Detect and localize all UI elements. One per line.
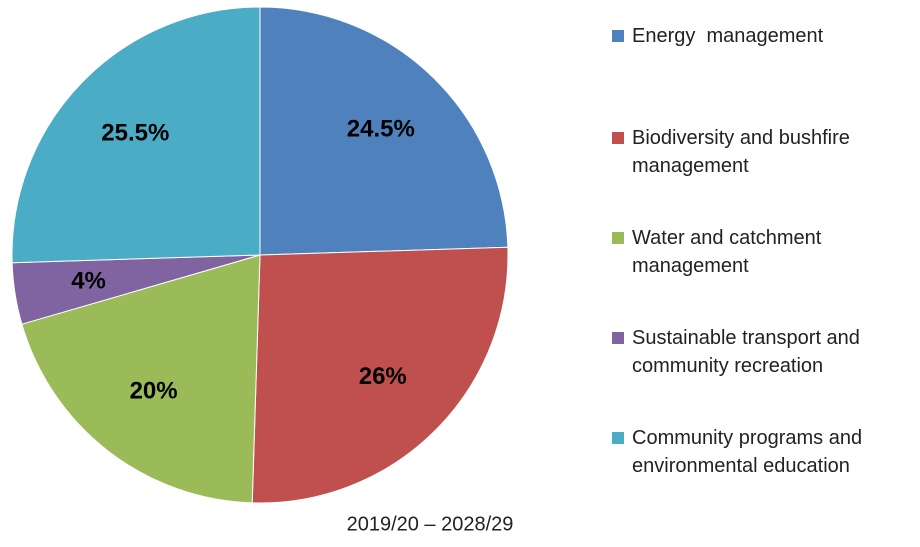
- pie-slice: [251, 246, 509, 504]
- legend-label: Community programs and environmental edu…: [632, 427, 868, 477]
- legend-label: Biodiversity and bushfire management: [632, 127, 856, 177]
- legend-label: Water and catchment management: [632, 227, 827, 277]
- legend-item: Sustainable transport and community recr…: [612, 324, 912, 380]
- legend-item: Water and catchment management: [612, 224, 912, 280]
- legend-label: Sustainable transport and community recr…: [632, 327, 866, 377]
- legend-swatch: [612, 30, 624, 42]
- data-label: 4%: [71, 268, 106, 295]
- pie-slice: [11, 6, 261, 264]
- data-label: 25.5%: [101, 120, 169, 147]
- legend-item: Biodiversity and bushfire management: [612, 124, 912, 180]
- legend-label: Energy management: [632, 25, 824, 47]
- data-label: 26%: [359, 363, 407, 390]
- legend-swatch: [612, 332, 624, 344]
- legend-swatch: [612, 232, 624, 244]
- legend-swatch: [612, 432, 624, 444]
- legend-item: Energy management: [612, 22, 912, 50]
- data-label: 20%: [130, 378, 178, 405]
- legend-swatch: [612, 132, 624, 144]
- legend-item: Community programs and environmental edu…: [612, 424, 912, 480]
- data-label: 24.5%: [347, 116, 415, 143]
- pie-slice: [21, 254, 261, 504]
- pie-slice: [259, 6, 509, 256]
- subtitle: 2019/20 – 2028/29: [347, 513, 514, 535]
